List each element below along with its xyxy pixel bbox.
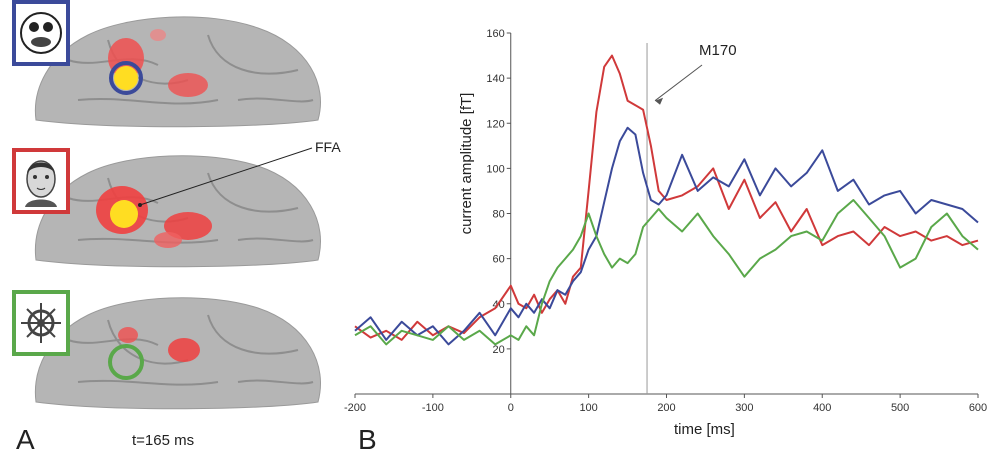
x-tick-label: 0: [508, 402, 514, 414]
panel-b-label: B: [358, 424, 377, 455]
ffa-ring: [109, 61, 143, 95]
ffa-ring: [108, 344, 144, 380]
ffa-activation: [114, 66, 138, 90]
brain-row-wheel: [8, 290, 348, 420]
series-line-1: [354, 54, 979, 341]
time-label: t=165 ms: [132, 432, 195, 449]
m170-arrow: [654, 64, 703, 102]
ffa-pointer-line: [138, 147, 313, 207]
x-tick-label: 300: [735, 402, 753, 414]
y-tick-label: 80: [493, 209, 505, 221]
panel-a-label: A: [16, 424, 35, 455]
amplitude-chart: -200 -100 0 100 200 300 400 500 6002040608010012…: [344, 28, 987, 438]
x-tick-label: 200: [657, 402, 675, 414]
y-tick-label: 100: [486, 163, 504, 175]
ship-wheel-icon: [12, 290, 70, 356]
x-tick-label: 500: [891, 402, 909, 414]
brain-row-smiley: [8, 0, 348, 130]
series-line-3: [354, 199, 979, 346]
x-tick-label: -200: [344, 402, 366, 414]
x-axis-title: time [ms]: [674, 421, 735, 438]
m170-arrowhead: [655, 97, 664, 105]
ffa-activation: [110, 200, 138, 228]
y-tick-label: 120: [486, 118, 504, 130]
y-axis-title: current amplitude [fT]: [458, 93, 475, 235]
y-tick-label: 60: [493, 254, 505, 266]
face-photo-icon: [12, 148, 70, 214]
brain-row-face: [8, 148, 348, 278]
m170-annotation: M170: [699, 42, 737, 59]
y-tick-label: 20: [493, 344, 505, 356]
ffa-label: FFA: [315, 139, 341, 155]
y-tick-label: 140: [486, 73, 504, 85]
panel-a: FFA A t=165 ms: [0, 0, 350, 469]
x-tick-label: 100: [579, 402, 597, 414]
brain-surface-3: [34, 297, 321, 410]
brain-surface-2: [34, 155, 321, 268]
brain-surface-1: [34, 16, 321, 128]
x-tick-label: -100: [422, 402, 444, 414]
series-line-2: [354, 126, 979, 346]
y-tick-label: 160: [486, 28, 504, 40]
x-tick-label: 400: [813, 402, 831, 414]
smiley-face-icon: [12, 0, 70, 66]
x-tick-label: 600: [969, 402, 987, 414]
